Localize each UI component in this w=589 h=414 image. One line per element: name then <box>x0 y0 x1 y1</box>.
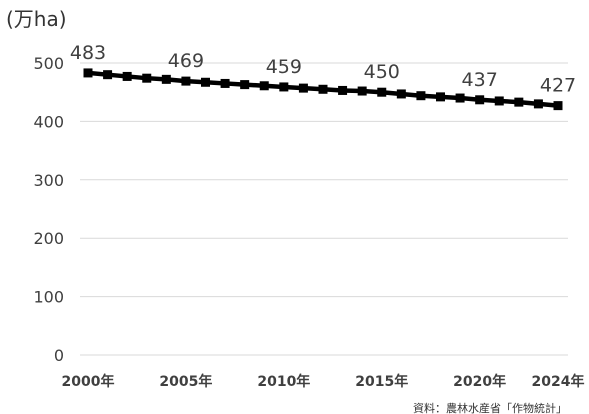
data-label: 469 <box>168 50 204 72</box>
gridlines <box>80 62 568 356</box>
data-point-marker <box>240 80 250 90</box>
y-tick-label: 100 <box>33 288 64 307</box>
data-point-marker <box>377 87 387 97</box>
source-note: 資料：農林水産省「作物統計」 <box>413 401 567 414</box>
y-axis-ticks: 0 100 200 300 400 500 <box>33 54 64 365</box>
data-point-marker <box>494 96 504 106</box>
data-point-marker <box>83 68 93 78</box>
data-point-marker <box>220 78 230 88</box>
y-tick-label: 400 <box>33 112 64 131</box>
x-tick-label: 2015年 <box>355 373 408 390</box>
data-label: 450 <box>364 61 400 83</box>
data-point-marker <box>279 82 289 92</box>
x-tick-label: 2005年 <box>159 373 212 390</box>
x-tick-label: 2024年 <box>532 373 585 390</box>
data-point-marker <box>318 84 328 94</box>
data-point-marker <box>553 101 563 111</box>
series-area-line <box>83 68 563 111</box>
data-point-marker <box>533 99 543 109</box>
x-tick-label: 2010年 <box>257 373 310 390</box>
y-tick-label: 200 <box>33 229 64 248</box>
data-point-marker <box>396 89 406 99</box>
x-tick-label: 2020年 <box>453 373 506 390</box>
data-point-marker <box>475 95 485 105</box>
data-point-marker <box>416 91 426 101</box>
data-point-marker <box>181 76 191 86</box>
data-label: 459 <box>266 56 302 78</box>
x-axis-ticks: 2000年 2005年 2010年 2015年 2020年 2024年 <box>62 373 585 390</box>
data-point-marker <box>259 81 269 91</box>
data-point-marker <box>455 93 465 103</box>
data-point-marker <box>514 97 524 107</box>
data-label: 427 <box>540 75 576 97</box>
data-point-marker <box>103 70 113 80</box>
y-unit-label: (万ha) <box>6 7 67 31</box>
data-point-marker <box>161 74 171 84</box>
data-point-marker <box>357 86 367 96</box>
data-point-marker <box>298 83 308 93</box>
data-label: 483 <box>70 42 106 64</box>
data-label: 437 <box>462 69 498 91</box>
y-tick-label: 500 <box>33 54 64 73</box>
data-labels: 483 469 459 450 437 427 <box>70 42 576 97</box>
x-tick-label: 2000年 <box>62 373 115 390</box>
data-point-marker <box>142 73 152 83</box>
data-point-marker <box>338 85 348 95</box>
y-tick-label: 0 <box>54 346 64 365</box>
data-point-marker <box>122 71 132 81</box>
data-point-marker <box>436 92 445 102</box>
data-point-marker <box>201 77 210 87</box>
y-tick-label: 300 <box>33 171 64 190</box>
